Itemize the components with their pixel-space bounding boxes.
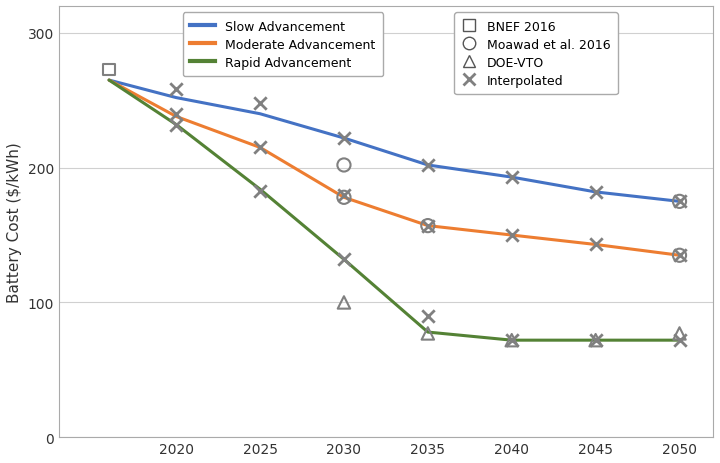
Line: Slow Advancement: Slow Advancement: [109, 81, 680, 202]
Point: [422, 162, 433, 169]
Point: [338, 192, 350, 199]
Point: [674, 337, 685, 344]
Point: [171, 111, 182, 118]
Point: [422, 313, 433, 320]
Rapid Advancement: [508, 338, 516, 343]
Slow Advancement: [104, 78, 113, 84]
Point: [674, 330, 685, 338]
Point: [506, 232, 518, 239]
Rapid Advancement: [675, 338, 684, 343]
Point: [590, 337, 601, 344]
Legend: BNEF 2016, Moawad et al. 2016, DOE-VTO, Interpolated: BNEF 2016, Moawad et al. 2016, DOE-VTO, …: [454, 13, 618, 95]
Moderate Advancement: [104, 78, 113, 84]
Point: [674, 252, 685, 259]
Point: [338, 135, 350, 143]
Point: [338, 299, 350, 307]
Moderate Advancement: [172, 114, 181, 120]
Rapid Advancement: [340, 257, 348, 263]
Point: [338, 162, 350, 169]
Slow Advancement: [591, 190, 600, 195]
Rapid Advancement: [591, 338, 600, 343]
Point: [338, 256, 350, 263]
Point: [422, 330, 433, 338]
Point: [674, 252, 685, 259]
Point: [674, 198, 685, 206]
Point: [103, 66, 114, 74]
Rapid Advancement: [256, 187, 264, 193]
Line: Rapid Advancement: Rapid Advancement: [109, 81, 680, 340]
Moderate Advancement: [340, 195, 348, 200]
Line: Moderate Advancement: Moderate Advancement: [109, 81, 680, 256]
Slow Advancement: [423, 163, 432, 169]
Point: [674, 198, 685, 206]
Y-axis label: Battery Cost ($/kWh): Battery Cost ($/kWh): [7, 142, 22, 302]
Rapid Advancement: [423, 330, 432, 335]
Point: [254, 188, 266, 195]
Moderate Advancement: [508, 233, 516, 238]
Point: [338, 194, 350, 201]
Point: [171, 87, 182, 94]
Rapid Advancement: [172, 123, 181, 128]
Point: [590, 241, 601, 249]
Point: [590, 189, 601, 196]
Point: [422, 222, 433, 230]
Point: [171, 122, 182, 129]
Point: [422, 222, 433, 230]
Point: [506, 337, 518, 344]
Slow Advancement: [256, 112, 264, 117]
Point: [254, 100, 266, 107]
Point: [590, 337, 601, 344]
Slow Advancement: [172, 95, 181, 101]
Moderate Advancement: [675, 253, 684, 258]
Point: [506, 174, 518, 181]
Slow Advancement: [675, 199, 684, 205]
Rapid Advancement: [104, 78, 113, 84]
Slow Advancement: [340, 136, 348, 142]
Moderate Advancement: [423, 223, 432, 229]
Moderate Advancement: [591, 242, 600, 248]
Moderate Advancement: [256, 145, 264, 151]
Point: [506, 337, 518, 344]
Point: [254, 144, 266, 152]
Slow Advancement: [508, 175, 516, 181]
